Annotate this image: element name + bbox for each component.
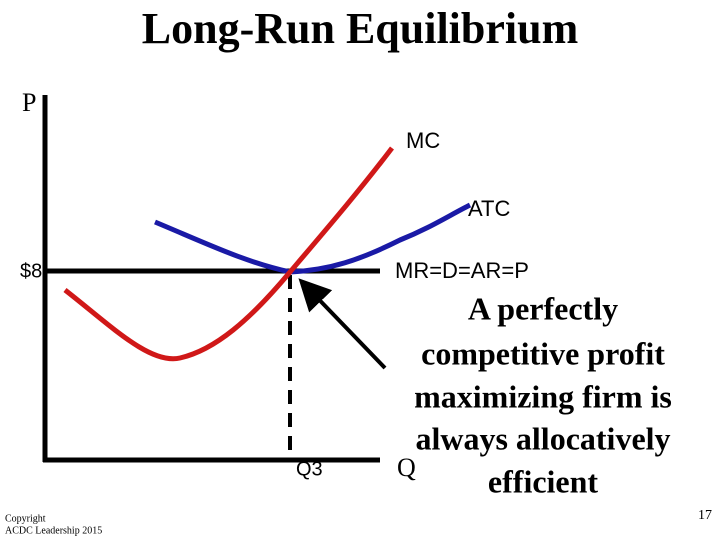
annotation-line: maximizing firm is (414, 378, 672, 414)
atc-label: ATC (468, 196, 510, 221)
price-label: $8 (20, 260, 42, 282)
price-axis-label: P (22, 88, 36, 117)
quantity-axis-label: Q (397, 453, 416, 482)
annotation-line: A perfectly (468, 290, 618, 326)
annotation-line: efficient (488, 463, 599, 499)
mc-label: MC (406, 128, 440, 153)
annotation: A perfectly competitive profit maximizin… (414, 290, 672, 499)
title: Long-Run Equilibrium (142, 4, 579, 53)
mr-label: MR=D=AR=P (395, 258, 529, 283)
copyright: ACDC Leadership 2015 (5, 525, 102, 536)
copyright: Copyright (5, 513, 46, 524)
page-number: 17 (698, 508, 712, 523)
annotation-line: always allocatively (415, 420, 670, 456)
annotation-line: competitive profit (421, 335, 665, 371)
quantity-label: Q3 (296, 458, 323, 480)
atc-curve (154, 202, 472, 275)
mc-curve (63, 146, 394, 362)
arrow (298, 278, 387, 370)
